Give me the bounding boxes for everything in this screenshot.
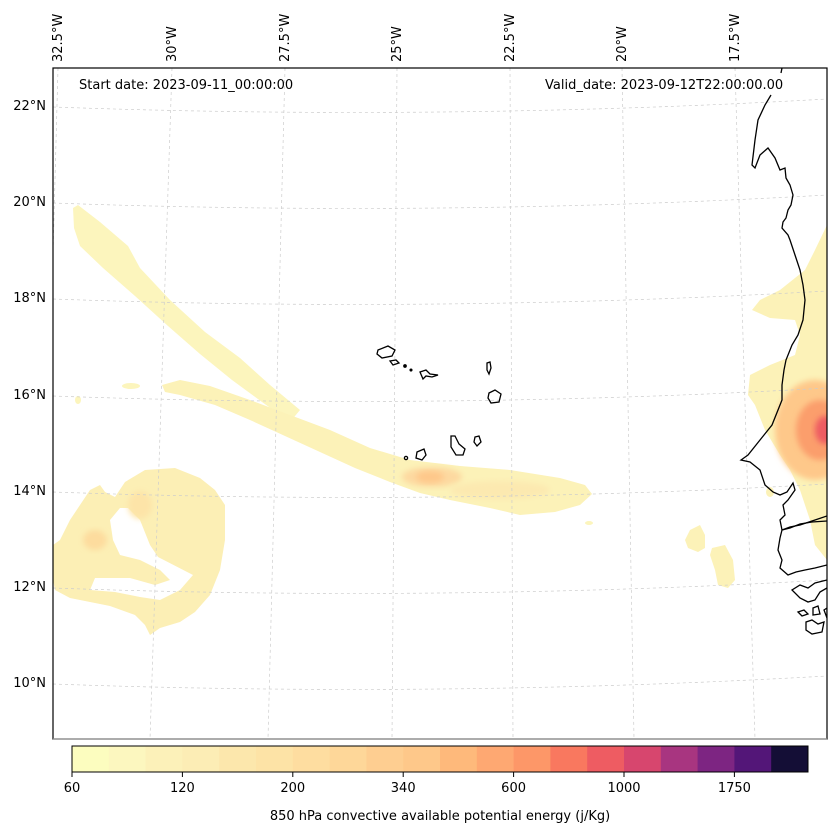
longitude-label: 20°W — [615, 26, 630, 62]
colorbar-bin — [771, 746, 809, 772]
cape-verde-islands — [376, 345, 502, 461]
coastline-guinea — [790, 579, 827, 603]
start-date-label: Start date: 2023-09-11_00:00:00 — [79, 78, 294, 93]
cape-region-offshore-blob — [685, 525, 735, 588]
meridian-gridline — [267, 68, 286, 739]
cape-core-main-band-east — [450, 481, 550, 499]
cape-speck — [122, 383, 140, 389]
island-bijagos-4 — [823, 607, 827, 619]
island-sao-vicente — [388, 359, 401, 366]
longitude-label: 27.5°W — [278, 13, 293, 62]
colorbar-frame — [71, 745, 809, 773]
island-santiago — [450, 435, 466, 456]
island-sal — [486, 361, 492, 376]
colorbar-bin — [256, 746, 294, 772]
island-santo-antao — [376, 345, 396, 359]
colorbar-tick-label: 120 — [169, 781, 195, 796]
island-sao-nicolau — [419, 369, 439, 381]
cape-core-main-band-inner — [416, 471, 444, 483]
coastline — [739, 68, 827, 635]
longitude-label: 17.5°W — [728, 13, 743, 62]
colorbar-title: 850 hPa convective available potential e… — [269, 809, 611, 824]
map-axes-frame — [52, 67, 828, 740]
valid-date-label: Valid_date: 2023-09-12T22:00:00.00 — [545, 78, 784, 93]
colorbar — [71, 745, 809, 777]
cape-core-southwest-2 — [128, 491, 152, 519]
colorbar-bin — [476, 746, 515, 772]
colorbar-bin — [219, 746, 257, 772]
parallel-gridline — [53, 579, 827, 594]
cape-region-southwest-blob — [53, 468, 225, 635]
longitude-label: 32.5°W — [51, 13, 66, 62]
colorbar-tick-label: 340 — [390, 781, 416, 796]
colorbar-bin — [587, 746, 625, 772]
colorbar-bin — [329, 746, 367, 772]
colorbar-bin — [697, 746, 735, 772]
island-islet — [409, 368, 413, 372]
cape-region-northwest-band — [73, 205, 300, 422]
colorbar-bin — [366, 746, 404, 772]
latitude-label: 16°N — [13, 388, 46, 403]
meridian-gridline — [53, 68, 59, 268]
coastline-mauritania-senegal — [739, 68, 827, 531]
colorbar-tick-label: 1750 — [717, 781, 751, 796]
colorbar-bin — [145, 746, 183, 772]
cape-speck — [585, 521, 593, 525]
colorbar-bin — [403, 746, 441, 772]
island-fogo — [415, 448, 427, 461]
coastline-gambia-guinea-bissau — [777, 520, 827, 576]
cape-core-senegal-mid — [796, 400, 827, 460]
colorbar-bin — [550, 746, 588, 772]
parallel-gridline — [53, 98, 827, 113]
cape-contours — [53, 205, 827, 635]
longitude-label: 22.5°W — [503, 13, 518, 62]
island-bijagos-2 — [812, 605, 821, 616]
colorbar-bin — [734, 746, 772, 772]
parallel-gridline — [53, 675, 827, 690]
parallel-gridline — [53, 194, 827, 209]
meridian-gridline — [621, 68, 635, 739]
colorbar-bin — [660, 746, 699, 772]
colorbar-bin — [182, 746, 220, 772]
island-brava — [403, 455, 409, 461]
meridian-gridline — [734, 68, 756, 739]
latitude-label: 12°N — [13, 580, 46, 595]
cape-speck — [75, 396, 81, 404]
gridlines — [53, 68, 827, 739]
cape-speck — [766, 487, 774, 497]
colorbar-tick-label: 1000 — [607, 781, 641, 796]
island-boa-vista — [487, 389, 502, 404]
colorbar-bin — [513, 746, 551, 772]
parallel-gridline — [53, 290, 827, 305]
longitude-label: 25°W — [390, 26, 405, 62]
latitude-label: 10°N — [13, 676, 46, 691]
latitude-label: 22°N — [13, 99, 46, 114]
island-bijagos-3 — [805, 619, 825, 635]
longitude-label: 30°W — [165, 26, 180, 62]
cape-core-senegal-inner — [815, 416, 827, 444]
meridian-gridline — [509, 68, 514, 739]
parallel-gridline — [53, 387, 827, 402]
colorbar-tick-label: 600 — [501, 781, 527, 796]
colorbar-tick-label: 200 — [280, 781, 306, 796]
colorbar-bin — [624, 746, 662, 772]
latitude-label: 14°N — [13, 484, 46, 499]
island-bijagos-1 — [796, 609, 810, 617]
parallel-gridline — [53, 483, 827, 498]
island-santa-luzia — [403, 364, 407, 368]
colorbar-bin — [440, 746, 478, 772]
island-maio — [473, 435, 482, 447]
meridian-gridline — [391, 68, 398, 739]
cape-core-southwest — [83, 530, 107, 550]
colorbar-bin — [108, 746, 147, 772]
colorbar-tick-label: 60 — [63, 781, 81, 796]
meridian-gridline — [149, 68, 173, 739]
colorbar-bin — [72, 746, 110, 772]
latitude-label: 20°N — [13, 195, 46, 210]
latitude-label: 18°N — [13, 291, 46, 306]
cape-region-main-band — [162, 380, 592, 515]
colorbar-bin — [292, 746, 331, 772]
